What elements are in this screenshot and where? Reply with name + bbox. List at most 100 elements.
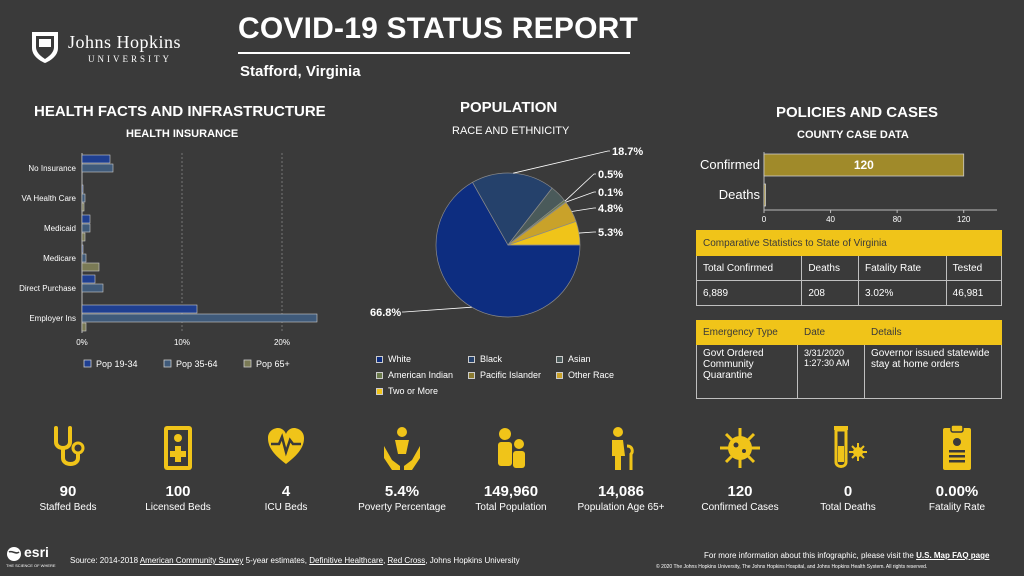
university-shield-icon — [32, 32, 58, 63]
tile-value: 100 — [165, 483, 191, 500]
bar-data-label: 120 — [854, 158, 874, 172]
race-legend: White Black Asian American Indian Pacific Is… — [376, 354, 676, 404]
faq-link[interactable]: U.S. Map FAQ page — [916, 551, 990, 560]
category-label: Confirmed — [700, 157, 760, 172]
race-ethnicity-title: RACE AND ETHNICITY — [452, 125, 570, 137]
x-tick-label: 0% — [76, 338, 88, 347]
legend-swatch — [556, 372, 563, 380]
total-population-tile: 149,960 Total Population — [466, 424, 556, 514]
university-name: Johns Hopkins — [68, 32, 182, 52]
source-prefix: Source: 2014-2018 — [70, 556, 140, 565]
emergency-header: Emergency Type — [696, 320, 798, 345]
acs-link[interactable]: American Community Survey — [139, 556, 244, 565]
health-insurance-svg: 0% 10% 20% No Insurance VA Health Care Medica… — [19, 153, 318, 369]
legend-item: Two or More — [376, 386, 438, 396]
county-case-title: COUNTY CASE DATA — [797, 129, 909, 141]
bar — [81, 253, 87, 263]
red-cross-link[interactable]: Red Cross — [387, 556, 426, 565]
population-section-title: POPULATION — [460, 99, 558, 116]
tile-label: Staffed Beds — [39, 502, 97, 513]
comparative-value: 46,981 — [945, 280, 1003, 306]
x-tick-label: 10% — [174, 338, 190, 347]
total-deaths-tile: 0 Total Deaths — [803, 424, 893, 514]
legend-item: Asian — [556, 354, 591, 364]
emergency-table: Emergency Type Date Details Govt Ordered… — [696, 320, 1002, 399]
comparative-header: Fatality Rate — [857, 255, 947, 281]
race-pie-svg: 66.8% 18.7% 0.5% 0.1% 4.8% 5.3% — [370, 146, 643, 319]
comparative-value: 208 — [801, 280, 859, 306]
esri-logo: esri THE SCIENCE OF WHERE — [6, 544, 58, 570]
category-label: Employer Ins — [29, 314, 76, 323]
legend-swatch — [376, 372, 383, 380]
bar — [81, 322, 87, 332]
bar — [81, 202, 85, 212]
comparative-value: 3.02% — [857, 280, 947, 306]
tile-label: Confirmed Cases — [701, 502, 779, 513]
university-sub: UNIVERSITY — [88, 54, 172, 64]
definitive-healthcare-link[interactable]: Definitive Healthcare — [309, 556, 384, 565]
comparative-header: Deaths — [801, 255, 859, 281]
x-tick-label: 80 — [893, 215, 902, 224]
bar — [81, 154, 111, 164]
fatality-rate-tile: 0.00% Fatality Rate — [912, 424, 1002, 514]
legend-swatch — [468, 372, 475, 380]
tile-value: 0.00% — [935, 483, 979, 500]
tile-value: 5.4% — [384, 483, 420, 500]
race-pie-chart: 66.8% 18.7% 0.5% 0.1% 4.8% 5.3% — [340, 140, 680, 340]
bar — [81, 283, 104, 293]
population-65-tile: 14,086 Population Age 65+ — [576, 424, 666, 514]
pie-data-label: 66.8% — [370, 307, 401, 319]
pie-slice — [472, 172, 553, 246]
leader-line — [402, 306, 472, 313]
legend-label: Black — [480, 354, 503, 364]
tile-label: ICU Beds — [264, 502, 308, 513]
tile-label: Total Deaths — [820, 502, 876, 513]
stethoscope-icon — [54, 426, 85, 466]
bar — [763, 153, 965, 177]
licensed-bed-icon — [164, 426, 192, 470]
comparative-value: 6,889 — [695, 280, 803, 306]
health-section-title: HEALTH FACTS AND INFRASTRUCTURE — [34, 103, 326, 120]
copyright: © 2020 The Johns Hopkins University, The… — [656, 564, 928, 570]
helping-hands-icon — [384, 427, 420, 470]
pie-data-label: 5.3% — [598, 227, 623, 239]
bar — [81, 262, 100, 272]
legend-item: Pacific Islander — [468, 370, 541, 380]
legend-label: Pop 65+ — [256, 359, 290, 369]
tile-value: 14,086 — [598, 483, 644, 500]
bar — [763, 183, 766, 207]
info-line: For more information about this infograp… — [704, 551, 989, 560]
bar — [81, 163, 114, 173]
leader-line — [571, 207, 596, 212]
x-tick-label: 20% — [274, 338, 290, 347]
category-label: Medicaid — [44, 224, 76, 233]
emergency-details: Governor issued statewide stay at home o… — [864, 344, 1002, 399]
bar — [81, 232, 86, 242]
icu-beds-tile: 4 ICU Beds — [241, 424, 331, 514]
legend-swatch — [376, 388, 383, 396]
pie-data-label: 0.1% — [598, 187, 623, 199]
esri-tagline: THE SCIENCE OF WHERE — [6, 563, 56, 568]
tile-label: Poverty Percentage — [358, 502, 446, 513]
comparative-title: Comparative Statistics to State of Virgi… — [696, 230, 1002, 256]
emergency-type: Govt Ordered Community Quarantine — [696, 344, 798, 399]
bar — [81, 193, 86, 203]
leader-line — [578, 231, 596, 234]
bar — [81, 244, 84, 254]
category-label: No Insurance — [28, 164, 76, 173]
health-insurance-chart: 0% 10% 20% No Insurance VA Health Care Medica… — [0, 145, 340, 385]
tile-label: Fatality Rate — [928, 502, 986, 513]
legend-label: Asian — [568, 354, 591, 364]
heart-pulse-icon — [268, 428, 304, 464]
legend-swatch — [243, 359, 252, 368]
tile-label: Total Population — [475, 502, 547, 513]
policies-section-title: POLICIES AND CASES — [776, 104, 938, 121]
legend-swatch — [163, 359, 172, 368]
tile-value: 0 — [843, 483, 853, 500]
legend-label: White — [388, 354, 412, 364]
health-insurance-title: HEALTH INSURANCE — [126, 128, 239, 140]
legend-label: Two or More — [388, 386, 439, 396]
emergency-header: Details — [864, 320, 1002, 345]
bar — [81, 223, 91, 233]
tile-label: Licensed Beds — [145, 502, 211, 513]
